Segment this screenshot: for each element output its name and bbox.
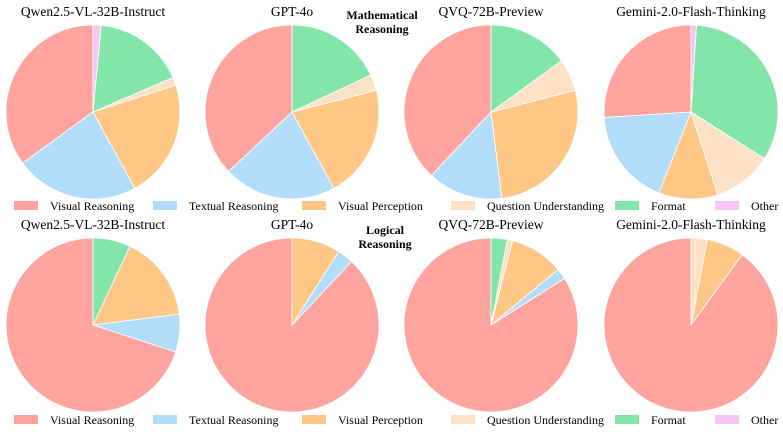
pie-slice-visual-reasoning <box>403 24 492 176</box>
legend-item-other: Other <box>715 199 778 213</box>
legend-swatch-textual-reasoning <box>153 201 177 210</box>
pie-slice-textual-reasoning <box>430 111 503 200</box>
legend-label: Question Understanding <box>487 199 604 213</box>
legend-label: Other <box>751 199 778 213</box>
section-title-logical-line2: Reasoning <box>358 237 411 251</box>
pie-mathematical-reasoning-qvq-72b-preview: QVQ-72B-Preview <box>403 4 579 200</box>
pie-slice-textual-reasoning <box>603 111 692 194</box>
legend-label: Format <box>651 413 686 427</box>
legend-item-format: Format <box>615 199 686 213</box>
pie-slice-format <box>690 24 779 160</box>
legend-label: Textual Reasoning <box>189 199 278 213</box>
pie-logical-reasoning-qwen2-5-vl-32b-instruct: Qwen2.5-VL-32B-Instruct <box>5 217 181 413</box>
pie-title: Qwen2.5-VL-32B-Instruct <box>21 217 166 232</box>
legend-item-visual-perception: Visual Perception <box>302 199 423 213</box>
pie-slice-format <box>92 24 174 113</box>
pie-slice-format <box>490 237 508 326</box>
legend-item-question-understanding: Question Understanding <box>451 413 604 427</box>
pie-title: GPT-4o <box>271 217 314 232</box>
legend-item-other: Other <box>715 413 778 427</box>
pie-title: Gemini-2.0-Flash-Thinking <box>616 217 766 232</box>
pie-slice-question-understanding <box>690 237 708 326</box>
legend-item-question-understanding: Question Understanding <box>451 199 604 213</box>
legend-label: Visual Reasoning <box>50 199 134 213</box>
section-title-mathematical: Mathematical Reasoning <box>346 8 418 36</box>
legend-item-visual-reasoning: Visual Reasoning <box>14 199 134 213</box>
legend-swatch-other <box>715 201 739 210</box>
pie-slice-visual-perception <box>92 245 180 326</box>
pie-slice-visual-reasoning <box>5 24 94 164</box>
legend-label: Visual Perception <box>338 199 423 213</box>
pie-title: GPT-4o <box>271 4 314 19</box>
legend-item-visual-reasoning: Visual Reasoning <box>14 413 134 427</box>
legend-swatch-visual-reasoning <box>14 415 38 424</box>
pie-logical-reasoning-gemini-2-0-flash-thinking: Gemini-2.0-Flash-Thinking <box>603 217 779 413</box>
pie-title: Qwen2.5-VL-32B-Instruct <box>21 4 166 19</box>
legends: Visual Reasoning Textual Reasoning Visual … <box>14 199 778 427</box>
legend-swatch-question-understanding <box>451 415 475 424</box>
pie-title: QVQ-72B-Preview <box>439 4 544 19</box>
pie-slice-other <box>92 24 102 113</box>
legend-swatch-format <box>615 201 639 210</box>
legend-label: Question Understanding <box>487 413 604 427</box>
pie-slice-visual-perception <box>490 89 579 199</box>
pie-slice-format <box>490 24 562 113</box>
legend-swatch-format <box>615 415 639 424</box>
pie-slice-other <box>690 24 697 113</box>
section-title-mathematical-line1: Mathematical <box>346 8 418 22</box>
pie-logical-reasoning-gpt-4o: GPT-4o <box>204 217 380 413</box>
legend-label: Textual Reasoning <box>189 413 278 427</box>
pie-panels: Qwen2.5-VL-32B-Instruct GPT-4o QVQ-72B-Pre… <box>5 4 779 413</box>
pie-slice-visual-reasoning <box>204 24 293 173</box>
pie-slice-visual-reasoning <box>603 24 692 118</box>
pie-mathematical-reasoning-gemini-2-0-flash-thinking: Gemini-2.0-Flash-Thinking <box>603 4 779 200</box>
pie-slice-format <box>291 24 372 113</box>
section-title-mathematical-line2: Reasoning <box>355 22 408 36</box>
section-title-logical-line1: Logical <box>366 223 405 237</box>
pie-slice-textual-reasoning <box>22 111 136 200</box>
legend-swatch-other <box>715 415 739 424</box>
pie-slice-visual-perception <box>291 237 340 327</box>
legend-row-1: Visual Reasoning Textual Reasoning Visual … <box>14 199 778 213</box>
legend-item-textual-reasoning: Textual Reasoning <box>153 413 278 427</box>
pie-title: Gemini-2.0-Flash-Thinking <box>616 4 766 19</box>
legend-label: Visual Perception <box>338 413 423 427</box>
legend-label: Format <box>651 199 686 213</box>
legend-label: Other <box>751 413 778 427</box>
pie-slice-format <box>92 237 131 326</box>
legend-item-format: Format <box>615 413 686 427</box>
legend-swatch-visual-reasoning <box>14 201 38 210</box>
legend-row-2: Visual Reasoning Textual Reasoning Visual … <box>14 413 778 427</box>
pie-slice-visual-reasoning <box>5 237 177 413</box>
pie-mathematical-reasoning-gpt-4o: GPT-4o <box>204 4 380 200</box>
pie-logical-reasoning-qvq-72b-preview: QVQ-72B-Preview <box>403 217 579 413</box>
legend-item-textual-reasoning: Textual Reasoning <box>153 199 278 213</box>
pie-mathematical-reasoning-qwen2-5-vl-32b-instruct: Qwen2.5-VL-32B-Instruct <box>5 4 181 200</box>
legend-item-visual-perception: Visual Perception <box>302 413 423 427</box>
legend-swatch-textual-reasoning <box>153 415 177 424</box>
legend-swatch-visual-perception <box>302 201 326 210</box>
legend-swatch-visual-perception <box>302 415 326 424</box>
section-title-logical: Logical Reasoning <box>358 223 411 251</box>
pie-title: QVQ-72B-Preview <box>439 217 544 232</box>
pie-slice-visual-perception <box>92 84 181 189</box>
pie-slice-visual-perception <box>291 89 380 189</box>
legend-label: Visual Reasoning <box>50 413 134 427</box>
legend-swatch-question-understanding <box>451 201 475 210</box>
pie-slice-textual-reasoning <box>228 111 335 200</box>
